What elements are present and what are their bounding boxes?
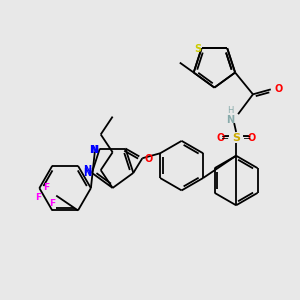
Text: N: N (89, 146, 97, 155)
Text: F: F (49, 199, 55, 208)
Text: =: = (221, 133, 229, 143)
Text: =: = (243, 133, 251, 143)
Text: O: O (216, 133, 224, 143)
Text: F: F (43, 183, 50, 192)
Text: O: O (144, 154, 152, 164)
Text: O: O (274, 84, 283, 94)
Text: N: N (83, 165, 91, 175)
Text: S: S (232, 133, 240, 143)
Text: O: O (248, 133, 256, 143)
Text: H: H (227, 106, 233, 115)
Text: S: S (194, 44, 201, 54)
Text: N: N (90, 146, 98, 155)
Text: N: N (83, 168, 91, 178)
Text: N: N (226, 115, 234, 125)
Text: F: F (35, 193, 41, 202)
